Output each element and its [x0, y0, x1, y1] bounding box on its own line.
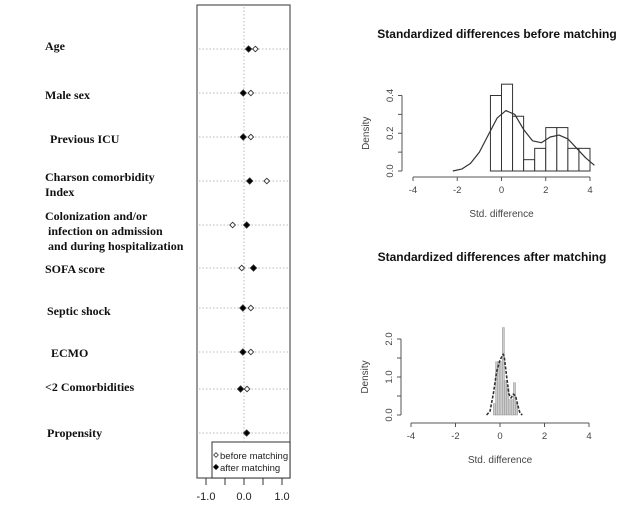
covariate-label: Index [45, 185, 75, 199]
histogram-bar [493, 403, 496, 416]
x-tick-label: 0.0 [236, 491, 251, 503]
histogram-bar [578, 147, 591, 172]
covariate-label: SOFA score [45, 262, 105, 276]
covariate-label: ECMO [51, 346, 89, 360]
x-tick-label: 0 [497, 431, 502, 442]
chart-title: Standardized differences before matching [377, 27, 616, 41]
x-tick-label: 0 [499, 185, 504, 196]
histogram-bar [515, 403, 519, 416]
before-matching-point [263, 177, 271, 185]
covariate-label: <2 Comorbidities [45, 380, 135, 394]
chart-title: Standardized differences after matching [378, 250, 607, 264]
after-matching-point [239, 89, 248, 97]
covariate-label: Male sex [45, 88, 90, 102]
before-matching-point [238, 264, 246, 272]
y-tick-label: 0.2 [385, 127, 396, 140]
covariate-label: infection on admission [45, 224, 163, 238]
before-matching-point [247, 304, 255, 312]
histogram-bar [506, 388, 510, 416]
density-curve [486, 353, 523, 416]
after-matching-point [236, 385, 245, 393]
legend-box [211, 441, 291, 479]
histogram-bar [510, 399, 514, 416]
covariate-label: Septic shock [47, 304, 111, 318]
legend-after-marker [212, 463, 220, 471]
x-tick-label: 2 [543, 185, 548, 196]
after-matching-point [244, 45, 253, 53]
y-tick-label: 0.0 [385, 164, 396, 177]
after-matching-point [239, 304, 247, 312]
x-tick-label: 1.0 [274, 491, 289, 503]
density-curve [452, 110, 595, 172]
histogram-bar [504, 380, 507, 416]
after-matching-point [245, 177, 254, 185]
y-axis-label: Density [360, 360, 371, 393]
before-matching-point [247, 133, 255, 141]
before-matching-point [251, 45, 259, 53]
x-tick-label: 2 [542, 431, 547, 442]
before-matching-point [247, 348, 255, 356]
after-matching-point [242, 429, 251, 437]
x-tick-label: -4 [409, 185, 417, 196]
after-matching-point [239, 348, 247, 356]
after-matching-point [249, 264, 258, 272]
x-tick-label: -2 [453, 185, 461, 196]
y-tick-label: 0.0 [384, 408, 395, 421]
after-matching-point [242, 221, 251, 229]
legend-after-label: after matching [220, 463, 280, 474]
x-tick-label: -4 [407, 431, 415, 442]
histogram-bar [497, 361, 501, 416]
histogram-bar [499, 361, 503, 416]
legend-before-marker [213, 452, 219, 458]
y-axis-label: Density [361, 117, 372, 150]
covariate-label: Colonization and/or [45, 209, 148, 223]
covariate-label: and during hospitalization [45, 239, 184, 253]
histogram-bar [512, 115, 525, 172]
histogram-bar [508, 399, 512, 416]
x-tick-label: 4 [586, 431, 591, 442]
after-matching-point [239, 133, 248, 141]
covariate-label: Previous ICU [50, 132, 120, 146]
legend-before-label: before matching [220, 451, 288, 462]
x-tick-label: -2 [451, 431, 459, 442]
x-axis-label: Std. difference [469, 209, 534, 220]
before-matching-point [247, 89, 255, 97]
x-tick-label: 4 [587, 185, 592, 196]
y-tick-label: 1.0 [384, 370, 395, 383]
before-matching-point [243, 385, 251, 393]
x-tick-label: -1.0 [197, 491, 216, 503]
y-tick-label: 0.4 [385, 89, 396, 102]
before-matching-point [229, 221, 237, 229]
y-tick-label: 2.0 [384, 332, 395, 345]
histogram-bar [502, 327, 505, 416]
covariate-label: Age [45, 39, 65, 53]
x-axis-label: Std. difference [468, 455, 533, 466]
covariate-label: Charson comorbidity [45, 170, 155, 184]
histogram-bar [513, 382, 516, 416]
covariate-label: Propensity [47, 426, 103, 440]
